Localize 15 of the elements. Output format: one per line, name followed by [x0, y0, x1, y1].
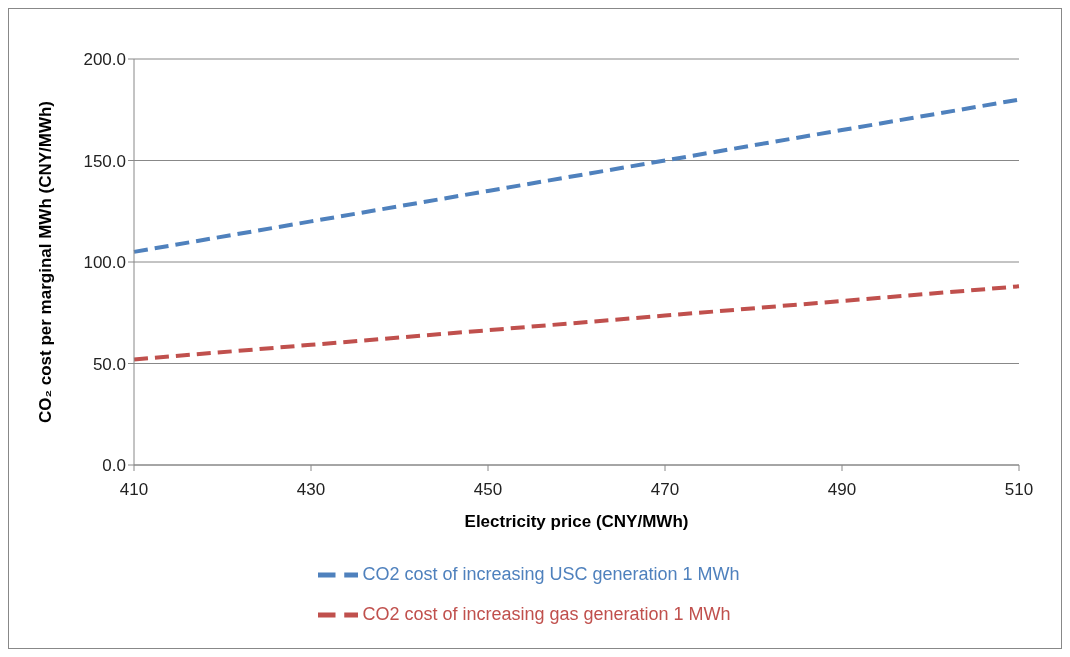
x-tick-label: 470	[650, 480, 680, 500]
y-tick-label: 150.0	[83, 151, 126, 171]
y-axis-title: CO₂ cost per marginal MWh (CNY/MWh)	[36, 100, 55, 424]
y-tick-label: 0.0	[102, 456, 126, 476]
y-tick-label: 100.0	[83, 253, 126, 273]
x-axis-title: Electricity price (CNY/MWh)	[464, 512, 689, 531]
legend-label: CO2 cost of increasing gas generation 1 MWh	[362, 603, 731, 624]
x-tick-label: 490	[827, 480, 857, 500]
x-tick-label: 510	[1004, 480, 1034, 500]
y-tick-label: 200.0	[83, 50, 126, 70]
x-tick-label: 450	[473, 480, 503, 500]
x-tick-label: 410	[119, 480, 149, 500]
x-tick-label: 430	[296, 480, 326, 500]
y-tick-label: 50.0	[92, 354, 126, 374]
legend-label: CO2 cost of increasing USC generation 1 MWh	[362, 563, 740, 584]
